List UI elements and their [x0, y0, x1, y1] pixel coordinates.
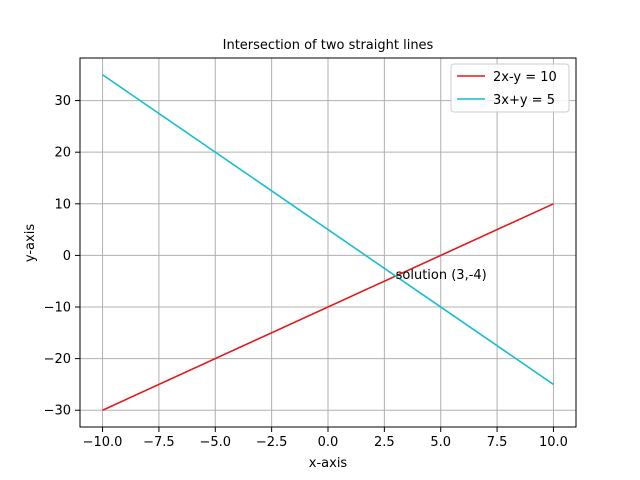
y-tick-label: 30 — [54, 94, 71, 109]
solution-annotation: solution (3,-4) — [396, 268, 487, 283]
y-tick-label: −30 — [44, 404, 71, 419]
legend: 2x-y = 10 3x+y = 5 — [450, 63, 570, 113]
y-axis: −30 −20 −10 0 10 20 30 — [44, 94, 80, 419]
x-tick-label: 2.5 — [374, 435, 395, 450]
x-tick-label: 0.0 — [318, 435, 339, 450]
y-tick-label: 10 — [54, 197, 71, 212]
x-tick-label: 7.5 — [487, 435, 508, 450]
y-tick-label: −10 — [44, 301, 71, 316]
x-tick-label: −10.0 — [83, 435, 123, 450]
x-axis-label: x-axis — [309, 456, 348, 471]
x-tick-label: −7.5 — [143, 435, 175, 450]
x-axis: −10.0 −7.5 −5.0 −2.5 0.0 2.5 5.0 7.5 10.0 — [83, 427, 568, 450]
legend-label-1: 2x-y = 10 — [493, 70, 557, 85]
chart-title: Intersection of two straight lines — [223, 38, 434, 53]
annotations: solution (3,-4) — [396, 268, 487, 283]
y-tick-label: 0 — [63, 249, 71, 264]
x-tick-label: −5.0 — [199, 435, 231, 450]
y-axis-label: y-axis — [23, 224, 38, 262]
x-tick-label: 5.0 — [430, 435, 451, 450]
series-line-1 — [102, 203, 554, 411]
x-tick-label: 10.0 — [539, 435, 568, 450]
plot-series — [102, 74, 554, 411]
y-tick-label: 20 — [54, 146, 71, 161]
x-tick-label: −2.5 — [256, 435, 288, 450]
series-line-2 — [102, 74, 554, 386]
legend-label-2: 3x+y = 5 — [493, 93, 555, 108]
y-tick-label: −20 — [44, 352, 71, 367]
gridlines — [80, 58, 576, 427]
